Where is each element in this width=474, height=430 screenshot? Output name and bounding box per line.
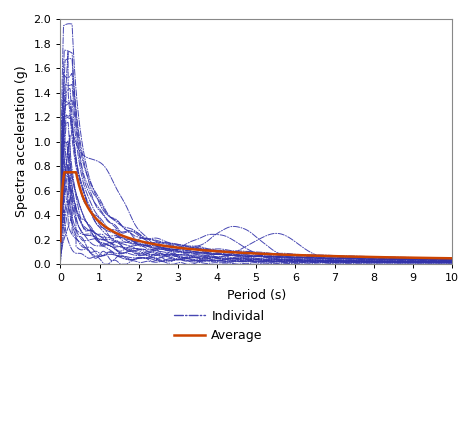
Y-axis label: Spectra acceleration (g): Spectra acceleration (g) xyxy=(15,66,28,218)
X-axis label: Period (s): Period (s) xyxy=(227,289,286,302)
Legend: Individal, Average: Individal, Average xyxy=(169,305,270,347)
